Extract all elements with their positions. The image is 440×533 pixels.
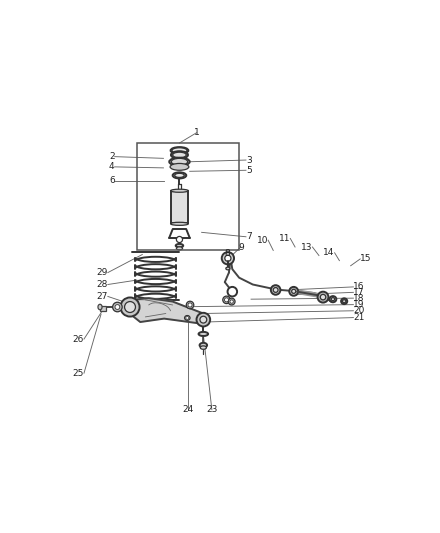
Ellipse shape: [200, 343, 207, 348]
Text: 29: 29: [96, 268, 108, 277]
Text: 25: 25: [73, 369, 84, 378]
Circle shape: [222, 252, 234, 264]
Text: 11: 11: [279, 234, 290, 243]
Text: 21: 21: [353, 313, 365, 322]
Ellipse shape: [341, 298, 347, 304]
Circle shape: [227, 287, 237, 296]
Ellipse shape: [226, 267, 230, 270]
Text: 24: 24: [182, 405, 194, 414]
Circle shape: [200, 316, 207, 323]
Circle shape: [273, 288, 278, 293]
Text: 10: 10: [257, 236, 268, 245]
Ellipse shape: [176, 244, 183, 247]
Ellipse shape: [198, 332, 208, 336]
Text: 7: 7: [246, 232, 252, 241]
Circle shape: [224, 298, 228, 302]
Circle shape: [176, 237, 183, 243]
Text: 17: 17: [353, 288, 365, 297]
Text: 26: 26: [73, 335, 84, 344]
Circle shape: [271, 285, 280, 295]
Ellipse shape: [169, 158, 190, 166]
Text: 13: 13: [301, 243, 312, 252]
Circle shape: [318, 292, 329, 303]
Text: 8: 8: [225, 249, 231, 259]
Bar: [224, 254, 231, 261]
Polygon shape: [127, 298, 207, 324]
Ellipse shape: [175, 173, 184, 177]
Circle shape: [188, 303, 192, 307]
Circle shape: [225, 255, 231, 261]
Text: 4: 4: [109, 163, 115, 172]
Bar: [171, 191, 188, 223]
Circle shape: [223, 296, 230, 304]
Text: 15: 15: [360, 254, 372, 263]
Circle shape: [115, 305, 120, 309]
Circle shape: [228, 298, 235, 305]
Text: 14: 14: [323, 248, 334, 257]
Ellipse shape: [186, 317, 189, 319]
Text: 23: 23: [206, 405, 217, 414]
Circle shape: [320, 294, 326, 300]
Bar: [100, 305, 106, 311]
Text: 6: 6: [109, 176, 115, 185]
Circle shape: [121, 297, 139, 317]
Text: 16: 16: [353, 282, 365, 292]
Ellipse shape: [170, 164, 189, 170]
Text: 27: 27: [96, 292, 108, 301]
Text: 9: 9: [238, 243, 244, 252]
Circle shape: [186, 301, 194, 309]
Ellipse shape: [171, 189, 188, 192]
Text: 5: 5: [246, 166, 252, 175]
Text: 2: 2: [109, 152, 115, 161]
Text: 1: 1: [194, 128, 199, 138]
Circle shape: [289, 287, 298, 296]
Ellipse shape: [171, 158, 187, 165]
Circle shape: [125, 302, 136, 312]
Text: 19: 19: [353, 300, 365, 309]
Ellipse shape: [331, 297, 334, 301]
Ellipse shape: [330, 296, 336, 302]
Ellipse shape: [185, 316, 190, 320]
Ellipse shape: [176, 247, 183, 250]
Circle shape: [113, 302, 122, 312]
Ellipse shape: [172, 148, 187, 153]
Text: 28: 28: [96, 280, 108, 289]
Circle shape: [292, 289, 296, 293]
Circle shape: [197, 313, 210, 326]
Circle shape: [230, 300, 233, 303]
Text: 18: 18: [353, 294, 365, 303]
Ellipse shape: [342, 300, 346, 303]
Ellipse shape: [171, 222, 188, 225]
Ellipse shape: [171, 147, 188, 154]
Ellipse shape: [172, 152, 186, 158]
Text: 20: 20: [353, 306, 365, 315]
Ellipse shape: [200, 346, 206, 349]
Ellipse shape: [172, 172, 186, 179]
Text: 3: 3: [246, 156, 252, 165]
Ellipse shape: [98, 304, 102, 310]
Ellipse shape: [171, 151, 188, 159]
Bar: [137, 143, 239, 251]
